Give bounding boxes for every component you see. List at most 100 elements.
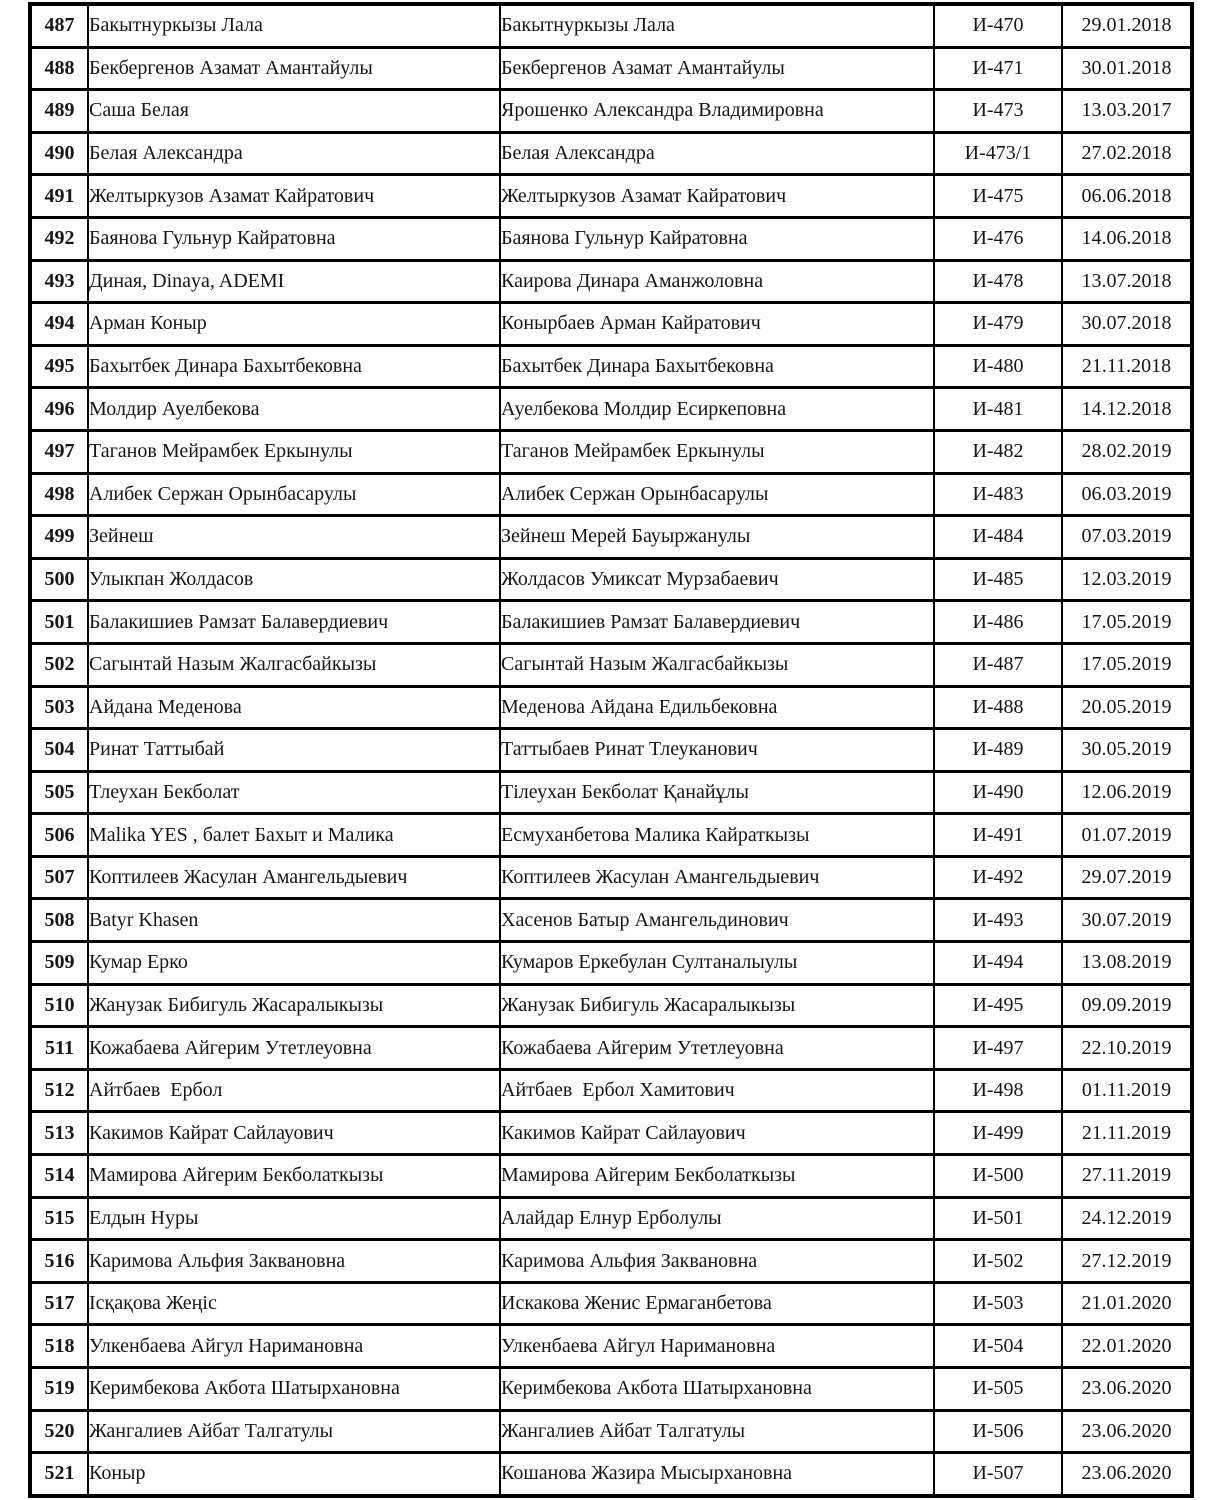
date-cell: 23.06.2020 xyxy=(1061,1408,1193,1455)
row-number-cell: 487 xyxy=(29,2,89,49)
full-name-cell: Таттыбаев Ринат Тлеуканович xyxy=(499,727,935,773)
date-cell: 27.02.2018 xyxy=(1061,130,1193,177)
table-row: 499 Зейнеш Зейнеш Мерей Бауыржанулы И-484 07… xyxy=(29,514,1193,560)
case-number-cell: И-505 xyxy=(933,1366,1063,1412)
row-number-cell: 498 xyxy=(29,471,89,518)
full-name-cell: Каримова Альфия Заквановна xyxy=(499,1238,935,1284)
table-row: 513 Какимов Кайрат Сайлауович Какимов Кайр… xyxy=(29,1110,1193,1157)
stage-name-cell: Сагынтай Назым Жалгасбайкызы xyxy=(87,641,501,688)
case-number-cell: И-494 xyxy=(933,940,1063,986)
full-name-cell: Мамирова Айгерим Бекболаткызы xyxy=(499,1153,935,1199)
stage-name-cell: Кумар Ерко xyxy=(87,940,501,986)
table-row: 501 Балакишиев Рамзат Балавердиевич Балаки… xyxy=(29,599,1193,645)
case-number-cell: И-507 xyxy=(933,1451,1063,1498)
date-cell: 07.03.2019 xyxy=(1061,514,1193,560)
table-row: 494 Арман Коныр Конырбаев Арман Кайратович… xyxy=(29,301,1193,347)
case-number-cell: И-506 xyxy=(933,1408,1063,1455)
case-number-cell: И-502 xyxy=(933,1238,1063,1284)
full-name-cell: Искакова Женис Ермаганбетова xyxy=(499,1280,935,1327)
stage-name-cell: Ісқақова Жеңіс xyxy=(87,1280,501,1327)
row-number-cell: 518 xyxy=(29,1323,89,1369)
row-number-cell: 505 xyxy=(29,769,89,816)
full-name-cell: Баянова Гульнур Кайратовна xyxy=(499,215,935,262)
case-number-cell: И-487 xyxy=(933,641,1063,688)
date-cell: 24.12.2019 xyxy=(1061,1195,1193,1242)
row-number-cell: 496 xyxy=(29,386,89,432)
full-name-cell: Алибек Сержан Орынбасарулы xyxy=(499,471,935,518)
table-row: 498 Алибек Сержан Орынбасарулы Алибек Серж… xyxy=(29,471,1193,518)
table-row: 505 Тлеухан Бекболат Тілеухан Бекболат Қан… xyxy=(29,769,1193,816)
full-name-cell: Бахытбек Динара Бахытбековна xyxy=(499,343,935,390)
full-name-cell: Балакишиев Рамзат Балавердиевич xyxy=(499,599,935,645)
case-number-cell: И-470 xyxy=(933,2,1063,49)
case-number-cell: И-503 xyxy=(933,1280,1063,1327)
full-name-cell: Желтыркузов Азамат Кайратович xyxy=(499,173,935,219)
case-number-cell: И-492 xyxy=(933,854,1063,901)
case-number-cell: И-485 xyxy=(933,556,1063,603)
case-number-cell: И-497 xyxy=(933,1025,1063,1071)
date-cell: 21.11.2018 xyxy=(1061,343,1193,390)
full-name-cell: Айтбаев Ербол Хамитович xyxy=(499,1067,935,1114)
full-name-cell: Хасенов Батыр Амангельдинович xyxy=(499,897,935,944)
case-number-cell: И-489 xyxy=(933,727,1063,773)
stage-name-cell: Ринат Таттыбай xyxy=(87,727,501,773)
case-number-cell: И-482 xyxy=(933,428,1063,475)
stage-name-cell: Тлеухан Бекболат xyxy=(87,769,501,816)
date-cell: 21.11.2019 xyxy=(1061,1110,1193,1157)
stage-name-cell: Бахытбек Динара Бахытбековна xyxy=(87,343,501,390)
stage-name-cell: Зейнеш xyxy=(87,514,501,560)
table-row: 511 Кожабаева Айгерим Утетлеуовна Кожабаев… xyxy=(29,1025,1193,1071)
full-name-cell: Таганов Мейрамбек Еркынулы xyxy=(499,428,935,475)
table-row: 491 Желтыркузов Азамат Кайратович Желтырку… xyxy=(29,173,1193,219)
date-cell: 23.06.2020 xyxy=(1061,1366,1193,1412)
full-name-cell: Ауелбекова Молдир Есиркеповна xyxy=(499,386,935,432)
stage-name-cell: Диная, Dinaya, ADEMI xyxy=(87,258,501,305)
date-cell: 13.07.2018 xyxy=(1061,258,1193,305)
stage-name-cell: Бекбергенов Азамат Амантайулы xyxy=(87,45,501,92)
table-row: 489 Саша Белая Ярошенко Александра Владими… xyxy=(29,88,1193,134)
date-cell: 30.07.2018 xyxy=(1061,301,1193,347)
table-row: 490 Белая Александра Белая Александра И-473… xyxy=(29,130,1193,177)
row-number-cell: 499 xyxy=(29,514,89,560)
full-name-cell: Тілеухан Бекболат Қанайұлы xyxy=(499,769,935,816)
date-cell: 06.06.2018 xyxy=(1061,173,1193,219)
full-name-cell: Улкенбаева Айгул Наримановна xyxy=(499,1323,935,1369)
full-name-cell: Жанузак Бибигуль Жасаралыкызы xyxy=(499,982,935,1029)
stage-name-cell: Арман Коныр xyxy=(87,301,501,347)
stage-name-cell: Бакытнуркызы Лала xyxy=(87,2,501,49)
row-number-cell: 501 xyxy=(29,599,89,645)
case-number-cell: И-473 xyxy=(933,88,1063,134)
full-name-cell: Какимов Кайрат Сайлауович xyxy=(499,1110,935,1157)
case-number-cell: И-495 xyxy=(933,982,1063,1029)
stage-name-cell: Балакишиев Рамзат Балавердиевич xyxy=(87,599,501,645)
row-number-cell: 490 xyxy=(29,130,89,177)
table-row: 521 Коныр Кошанова Жазира Мысырхановна И-50… xyxy=(29,1451,1193,1498)
case-number-cell: И-504 xyxy=(933,1323,1063,1369)
full-name-cell: Керимбекова Акбота Шатырхановна xyxy=(499,1366,935,1412)
full-name-cell: Ярошенко Александра Владимировна xyxy=(499,88,935,134)
row-number-cell: 515 xyxy=(29,1195,89,1242)
table-row: 515 Елдын Нуры Алайдар Елнур Ерболулы И-501… xyxy=(29,1195,1193,1242)
table-row: 497 Таганов Мейрамбек Еркынулы Таганов Мей… xyxy=(29,428,1193,475)
stage-name-cell: Коптилеев Жасулан Амангельдыевич xyxy=(87,854,501,901)
case-number-cell: И-473/1 xyxy=(933,130,1063,177)
row-number-cell: 492 xyxy=(29,215,89,262)
table-row: 516 Каримова Альфия Заквановна Каримова Ал… xyxy=(29,1238,1193,1284)
row-number-cell: 520 xyxy=(29,1408,89,1455)
stage-name-cell: Керимбекова Акбота Шатырхановна xyxy=(87,1366,501,1412)
date-cell: 13.08.2019 xyxy=(1061,940,1193,986)
table-row: 503 Айдана Меденова Меденова Айдана Едильб… xyxy=(29,684,1193,731)
row-number-cell: 493 xyxy=(29,258,89,305)
table-row: 502 Сагынтай Назым Жалгасбайкызы Сагынтай … xyxy=(29,641,1193,688)
date-cell: 01.07.2019 xyxy=(1061,812,1193,858)
full-name-cell: Бакытнуркызы Лала xyxy=(499,2,935,49)
case-number-cell: И-484 xyxy=(933,514,1063,560)
date-cell: 20.05.2019 xyxy=(1061,684,1193,731)
row-number-cell: 494 xyxy=(29,301,89,347)
table-row: 512 Айтбаев Ербол Айтбаев Ербол Хамитович И… xyxy=(29,1067,1193,1114)
full-name-cell: Кожабаева Айгерим Утетлеуовна xyxy=(499,1025,935,1071)
table-row: 496 Молдир Ауелбекова Ауелбекова Молдир Ес… xyxy=(29,386,1193,432)
stage-name-cell: Желтыркузов Азамат Кайратович xyxy=(87,173,501,219)
row-number-cell: 503 xyxy=(29,684,89,731)
